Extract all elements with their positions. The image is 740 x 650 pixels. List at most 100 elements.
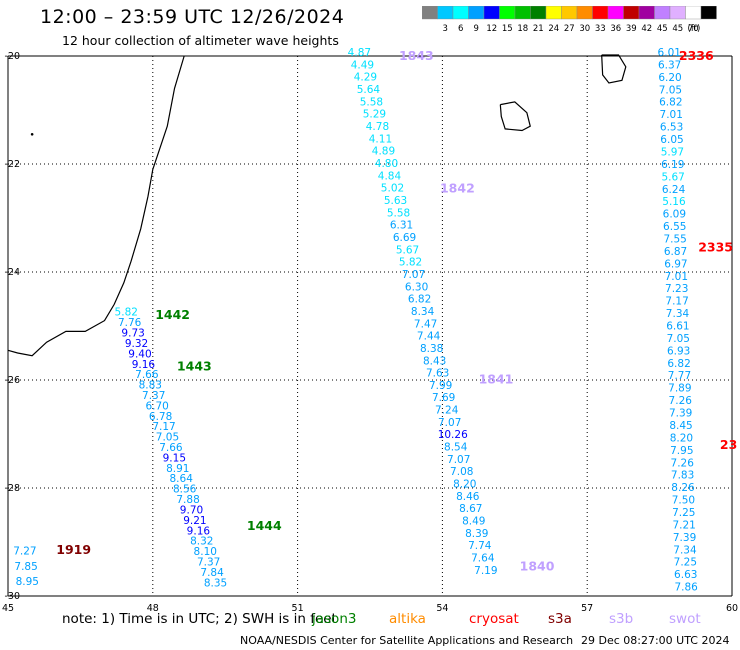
wave-height-value: 7.17	[665, 296, 688, 308]
madagascar-coast	[7, 55, 185, 357]
wave-height-value: 7.34	[673, 544, 697, 556]
scale-swatch	[561, 6, 578, 20]
wave-height-value: 7.63	[426, 368, 449, 380]
wave-height-value: 6.55	[663, 221, 686, 233]
wave-height-value: 7.37	[142, 390, 165, 402]
wave-height-value: 5.29	[363, 109, 386, 121]
scale-swatch	[545, 6, 562, 20]
wave-height-value: 6.82	[667, 358, 690, 370]
wave-height-value: 7.39	[673, 532, 696, 544]
scale-tick-label: 3	[443, 24, 448, 34]
islet	[30, 133, 34, 136]
wave-height-value: 6.20	[658, 72, 681, 84]
satellite-tracks: 5.827.769.739.329.409.167.668.837.376.70…	[13, 47, 737, 594]
scale-swatch	[638, 6, 655, 20]
scale-swatch	[623, 6, 640, 20]
pass-label: 23	[720, 437, 737, 452]
wave-height-value: 7.95	[670, 445, 693, 457]
wave-height-value: 6.63	[674, 569, 697, 581]
wave-height-value: 9.15	[163, 452, 186, 464]
wave-height-value: 6.69	[393, 232, 416, 244]
wave-height-value: 7.21	[672, 519, 695, 531]
wave-height-value: 8.49	[462, 516, 485, 528]
page-title: 12:00 – 23:59 UTC 12/26/2024	[40, 6, 345, 28]
wave-height-value: 7.07	[447, 454, 470, 466]
scale-unit-label: (ft)	[688, 24, 701, 34]
scale-tick-label: 45	[657, 24, 668, 34]
wave-height-value: 4.29	[354, 72, 377, 84]
lat-tick-label: -24	[4, 267, 20, 278]
wave-height-value: 6.82	[408, 294, 431, 306]
wave-height-value: 4.11	[369, 133, 392, 145]
reunion-coast	[499, 101, 531, 132]
lon-tick-label: 51	[292, 603, 304, 614]
pass-label: 2335	[698, 240, 733, 255]
scale-tick-label: 45	[672, 24, 683, 34]
wave-height-value: 8.34	[411, 306, 435, 318]
coastlines	[7, 54, 627, 357]
wave-height-value: 7.07	[438, 417, 461, 429]
wave-height-value: 5.82	[399, 257, 422, 269]
wave-height-value: 6.01	[658, 47, 681, 59]
wave-height-value: 5.63	[384, 195, 407, 207]
wave-height-value: 6.37	[658, 59, 681, 71]
lon-tick-label: 45	[2, 603, 14, 614]
pass-label: 1840	[520, 558, 555, 573]
scale-tick-label: 12	[486, 24, 497, 34]
lat-tick-label: -28	[4, 483, 20, 494]
wave-height-value: 7.74	[468, 540, 492, 552]
scale-swatch	[700, 6, 717, 20]
wave-height-value: 7.69	[432, 392, 455, 404]
scale-tick-label: 18	[517, 24, 528, 34]
wave-height-value: 8.20	[453, 479, 476, 491]
wave-height-value: 6.05	[660, 134, 683, 146]
track-s3a-1919: 7.27 7.85 8.95 1919	[13, 542, 91, 588]
pass-label: 1443	[177, 359, 212, 374]
wave-height-value: 7.99	[429, 380, 452, 392]
wave-height-value: 6.09	[663, 209, 686, 221]
wave-height-value: 7.05	[667, 333, 690, 345]
scale-swatch	[437, 6, 454, 20]
wave-height-value: 6.97	[664, 258, 687, 270]
wave-height-value: 7.84	[200, 567, 224, 579]
wave-height-value: 7.86	[674, 582, 698, 594]
pass-label: 1919	[56, 542, 91, 557]
wave-height-value: 8.38	[420, 343, 443, 355]
satellite-legend-swot: swot	[669, 611, 701, 627]
scale-swatch	[499, 6, 516, 20]
scale-tick-label: 36	[610, 24, 621, 34]
wave-height-value: 7.76	[118, 317, 142, 329]
lon-tick-label: 54	[436, 603, 448, 614]
wave-height-value: 4.87	[348, 47, 371, 59]
satellite-legend-jason3: jason3	[312, 611, 357, 627]
wave-height-value: 7.05	[156, 432, 179, 444]
wave-height-value: 7.85	[14, 561, 37, 573]
wave-height-value: 7.66	[159, 442, 183, 454]
scale-tick-label: 33	[595, 24, 606, 34]
wave-height-value: 6.70	[145, 400, 168, 412]
pass-label: 1842	[440, 180, 475, 195]
scale-tick-label: 21	[533, 24, 544, 34]
wave-height-value: 9.73	[121, 328, 144, 340]
wave-height-value: 6.87	[664, 246, 687, 258]
wave-height-value: 7.47	[414, 318, 437, 330]
wave-height-value: 8.83	[139, 380, 162, 392]
wave-height-value: 7.23	[665, 283, 688, 295]
wave-height-value: 9.16	[187, 525, 211, 537]
wave-height-value: 9.70	[180, 504, 203, 516]
wave-height-value: 4.84	[378, 170, 402, 182]
wave-height-value: 6.24	[662, 184, 686, 196]
wave-height-value: 9.16	[132, 359, 156, 371]
scale-swatch	[685, 6, 702, 20]
wave-height-value: 8.26	[671, 482, 695, 494]
lat-tick-label: -22	[4, 159, 20, 170]
scale-tick-label: 39	[626, 24, 637, 34]
page-subtitle: 12 hour collection of altimeter wave hei…	[62, 33, 339, 48]
wave-height-value: 7.01	[665, 271, 688, 283]
wave-height-value: 8.54	[444, 442, 468, 454]
pass-label: 2336	[679, 48, 714, 63]
wave-height-value: 7.55	[663, 233, 686, 245]
wave-height-value: 5.67	[396, 244, 419, 256]
scale-tick-label: 42	[641, 24, 652, 34]
